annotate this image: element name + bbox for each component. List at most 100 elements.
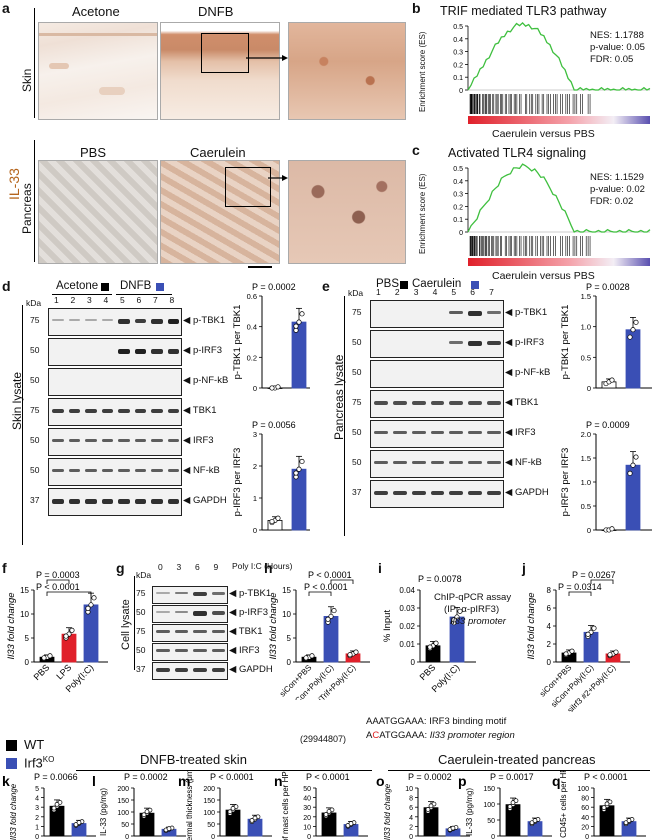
y-tick-label: 15 <box>282 586 291 595</box>
blot-kda-marker: 37 <box>136 664 146 674</box>
time-point: 6 <box>195 562 200 572</box>
blot-band <box>468 431 483 434</box>
blot-protein-label: ◀ IRF3 <box>183 435 214 446</box>
blot-protein-label: ◀ p-IRF3 <box>183 345 222 356</box>
blot-band <box>193 649 207 652</box>
blot-band <box>374 491 388 495</box>
blot-kda-marker: 50 <box>352 337 362 347</box>
blot-strip-irf3 <box>48 428 182 456</box>
y-tick-label: 0 <box>585 834 589 840</box>
data-point <box>613 649 619 655</box>
h-chart: 151050siCon+PBSsiCon+Poly(I:C)siTrif+Pol… <box>268 570 370 700</box>
blot-band <box>101 499 113 504</box>
p-value: P < 0.0001 <box>36 582 80 592</box>
g-kda: kDa <box>136 570 152 580</box>
gsea-ytick: 0.4 <box>453 179 463 186</box>
blot-band <box>68 499 80 504</box>
e-bar1-chart: 1.5 1.0 0.5 0 p-TBK1 per TBK1 P = 0.0028 <box>560 282 652 393</box>
d-group2: DNFB <box>120 280 152 292</box>
chart-m: m 200 150 100 50 0 Epidermal thickness (μm) P <… <box>178 770 272 840</box>
gsea-b-fdr: FDR: 0.05 <box>590 54 634 65</box>
y-tick-label: 150 <box>117 798 129 805</box>
panel-j-letter: j <box>522 560 526 576</box>
blot-protein-label: ◀ IRF3 <box>505 427 536 438</box>
blot-band <box>487 431 501 434</box>
p-value: P = 0.0028 <box>586 282 630 292</box>
chip-assay-line1: ChIP-qPCR assay <box>434 592 512 603</box>
gsea-b-pval: p-value: 0.05 <box>590 42 645 53</box>
blot-kda-marker: 75 <box>352 307 362 317</box>
p-value: P = 0.0056 <box>252 420 296 430</box>
scale-bar <box>248 266 272 268</box>
section-caerulein-pancreas: Caerulein-treated pancreas <box>438 752 596 767</box>
blot-band <box>167 349 179 354</box>
panel-f-letter: f <box>2 560 7 576</box>
blot-band <box>52 469 64 472</box>
y-tick-label: 3 <box>253 430 257 439</box>
y-tick-label: 10 <box>303 824 311 831</box>
y-tick-label: 2 <box>547 640 552 649</box>
blot-kda-marker: 50 <box>352 427 362 437</box>
gsea-c-pval: p-value: 0.02 <box>590 184 645 195</box>
data-point <box>293 323 299 329</box>
blot-band <box>118 409 130 413</box>
data-point <box>585 631 591 637</box>
y-tick-label: 20 <box>303 815 311 822</box>
y-axis-label: Il33 fold change <box>6 592 17 659</box>
lane-number: 6 <box>136 295 142 305</box>
data-point <box>309 653 315 659</box>
y-tick-label: 4 <box>409 815 413 822</box>
y-axis-label: Il33 fold change <box>526 592 537 659</box>
gsea-ytick: 0.3 <box>453 192 463 199</box>
y-tick-label: 50 <box>207 822 215 829</box>
blot-band <box>449 311 464 314</box>
blot-protein-label: ◀ p-NF-kB <box>505 367 551 378</box>
gsea-ytick: 0.4 <box>453 37 463 44</box>
blot-band <box>151 499 163 504</box>
gsea-rank-bar <box>468 116 650 124</box>
blot-band <box>151 409 163 413</box>
blot-strip-gapdh <box>370 480 504 508</box>
data-point <box>296 466 302 472</box>
motif-c-red: C <box>372 730 380 741</box>
panel-g-letter: g <box>116 560 125 576</box>
data-point <box>507 804 513 809</box>
legend-ko-sup: KO <box>42 755 55 764</box>
lane-number: 2 <box>70 295 76 305</box>
blot-kda-marker: 75 <box>30 405 40 415</box>
skin-acetone-image <box>38 22 158 120</box>
data-point <box>275 515 281 521</box>
cond-dnfb: DNFB <box>198 4 234 19</box>
chart-n: n 50 40 30 20 10 0 No. of mast cells per HPF P <… <box>274 770 368 840</box>
blot-kda-marker: 50 <box>30 465 40 475</box>
cond-acetone: Acetone <box>72 4 120 19</box>
p-value: P < 0.0001 <box>308 570 352 580</box>
y-tick-label: 100 <box>117 810 129 817</box>
blot-band <box>374 401 388 405</box>
data-point <box>627 334 633 340</box>
blot-band <box>193 611 207 616</box>
y-tick-label: 5 <box>25 634 30 643</box>
e-group1: PBS <box>376 278 400 290</box>
significance-bracket <box>590 579 614 584</box>
data-point <box>607 652 613 658</box>
d-bar2-chart: 3 2 1 0 p-IRF3 per IRF3 P = 0.0056 <box>232 420 310 535</box>
data-point <box>166 826 172 831</box>
y-tick-label: 10 <box>20 610 29 619</box>
y-tick-label: 0 <box>307 834 311 840</box>
y-tick-label: 1.5 <box>581 454 591 463</box>
x-category-label: PBS <box>418 662 438 682</box>
chart-k: k 5 4 3 2 1 0 Il33 fold change P = 0.0066 <box>2 772 96 840</box>
y-tick-label: 3 <box>35 805 39 812</box>
data-point <box>299 458 305 465</box>
blot-kda-marker: 50 <box>352 457 362 467</box>
cond-pbs: PBS <box>80 145 107 160</box>
blot-protein-label: ◀ TBK1 <box>505 397 539 408</box>
blot-band <box>134 469 146 472</box>
blot-band <box>68 319 80 321</box>
y-tick-label: 10 <box>405 786 413 793</box>
blot-band <box>211 649 225 652</box>
p-value: P = 0.0078 <box>418 574 462 584</box>
h-footnote: (29944807) <box>300 734 347 744</box>
